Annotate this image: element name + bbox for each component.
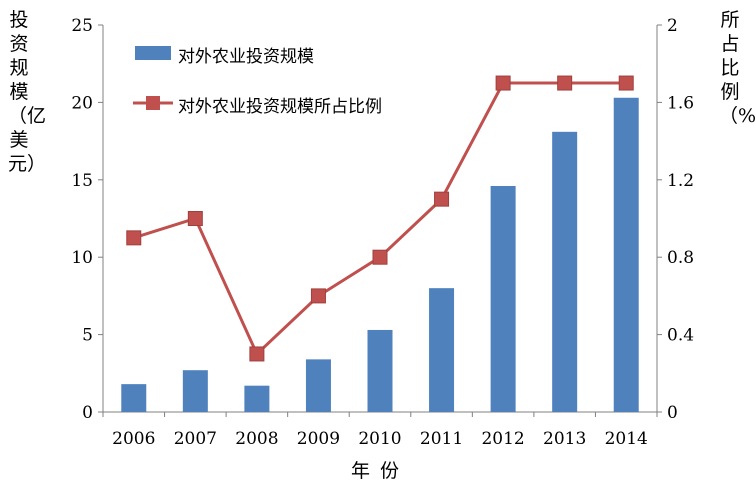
legend [133,46,173,110]
bar [613,97,639,413]
x-axis-title: 年份 [350,460,409,482]
y-tick-label-right: 0.4 [667,326,694,346]
line-marker [187,211,203,226]
line-marker [557,75,573,91]
legend-label-line: 对外农业投资规模所占比例 [178,97,382,117]
line-marker [495,75,511,91]
x-tick-label: 2008 [235,429,278,449]
x-tick-label: 2012 [481,429,524,449]
y-axis-title-right: 所占比例（%） [719,9,755,127]
y-axis-title-left: 投资规模（亿美元） [8,9,47,175]
bar [429,288,455,412]
bar [490,185,516,412]
legend-swatch-bar [135,46,171,60]
y-tick-label-right: 2 [667,16,678,36]
y-tick-label-left: 10 [71,248,93,268]
y-tick-label-left: 5 [82,326,93,346]
y-tick-label-right: 0 [667,403,678,423]
line-marker [434,191,450,207]
line-marker [249,346,265,362]
y-tick-label-left: 25 [71,16,93,36]
line-marker [126,230,142,246]
bar [121,384,147,412]
bar-series [121,97,639,413]
line-marker [618,75,634,91]
x-tick-label: 2006 [112,429,155,449]
bar [552,131,578,412]
bar [182,370,208,412]
line-marker [310,288,326,304]
bar [367,329,393,412]
x-tick-label: 2010 [358,429,401,449]
x-tick-label: 2013 [543,429,586,449]
y-tick-label-left: 15 [71,171,93,191]
x-tick-label: 2014 [605,429,648,449]
x-tick-label: 2011 [420,429,463,449]
x-tick-label: 2007 [174,429,217,449]
axes: 0 5 10 15 20 25 0 0.4 0.8 1.2 1.6 2 2006 2007 2008 2009… [71,16,694,449]
y-tick-label-right: 1.2 [667,171,694,191]
x-tick-label: 2009 [297,429,340,449]
line-series [126,75,634,362]
line-marker [372,249,388,265]
legend-swatch-marker [146,96,160,110]
y-tick-label-right: 0.8 [667,248,694,268]
legend-label-bar: 对外农业投资规模 [178,47,314,67]
y-tick-label-right: 1.6 [667,93,694,113]
y-tick-label-left: 20 [71,93,93,113]
bar [244,385,270,412]
y-tick-label-left: 0 [82,403,93,423]
bar [305,359,331,412]
